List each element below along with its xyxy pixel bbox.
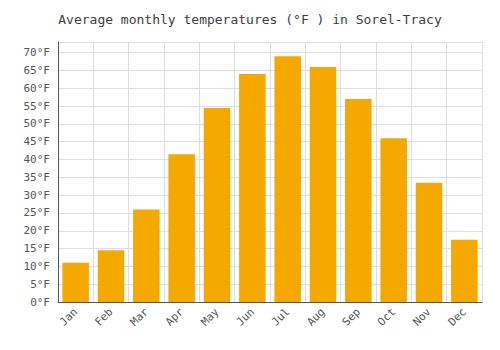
svg-text:0°F: 0°F — [30, 296, 50, 309]
svg-text:25°F: 25°F — [24, 206, 51, 219]
svg-text:Average monthly temperatures (: Average monthly temperatures (°F ) in So… — [58, 12, 442, 27]
svg-text:Nov: Nov — [410, 305, 433, 328]
svg-text:20°F: 20°F — [24, 224, 51, 237]
svg-text:15°F: 15°F — [24, 242, 51, 255]
svg-text:Mar: Mar — [128, 305, 151, 328]
svg-text:5°F: 5°F — [30, 278, 50, 291]
svg-text:45°F: 45°F — [24, 135, 51, 148]
svg-text:Apr: Apr — [163, 305, 186, 328]
svg-text:Jan: Jan — [57, 305, 80, 328]
svg-text:Aug: Aug — [304, 305, 327, 328]
svg-text:Sep: Sep — [340, 305, 363, 328]
svg-text:70°F: 70°F — [24, 46, 51, 59]
svg-text:Dec: Dec — [446, 305, 469, 328]
svg-text:Jun: Jun — [234, 305, 257, 328]
svg-text:60°F: 60°F — [24, 82, 51, 95]
svg-text:40°F: 40°F — [24, 153, 51, 166]
svg-text:50°F: 50°F — [24, 117, 51, 130]
svg-text:35°F: 35°F — [24, 171, 51, 184]
svg-text:Oct: Oct — [375, 305, 398, 328]
svg-text:May: May — [198, 305, 221, 328]
svg-text:30°F: 30°F — [24, 189, 51, 202]
svg-text:65°F: 65°F — [24, 64, 51, 77]
svg-text:Feb: Feb — [92, 305, 115, 328]
svg-text:55°F: 55°F — [24, 100, 51, 113]
svg-text:10°F: 10°F — [24, 260, 51, 273]
svg-text:Jul: Jul — [269, 305, 292, 328]
